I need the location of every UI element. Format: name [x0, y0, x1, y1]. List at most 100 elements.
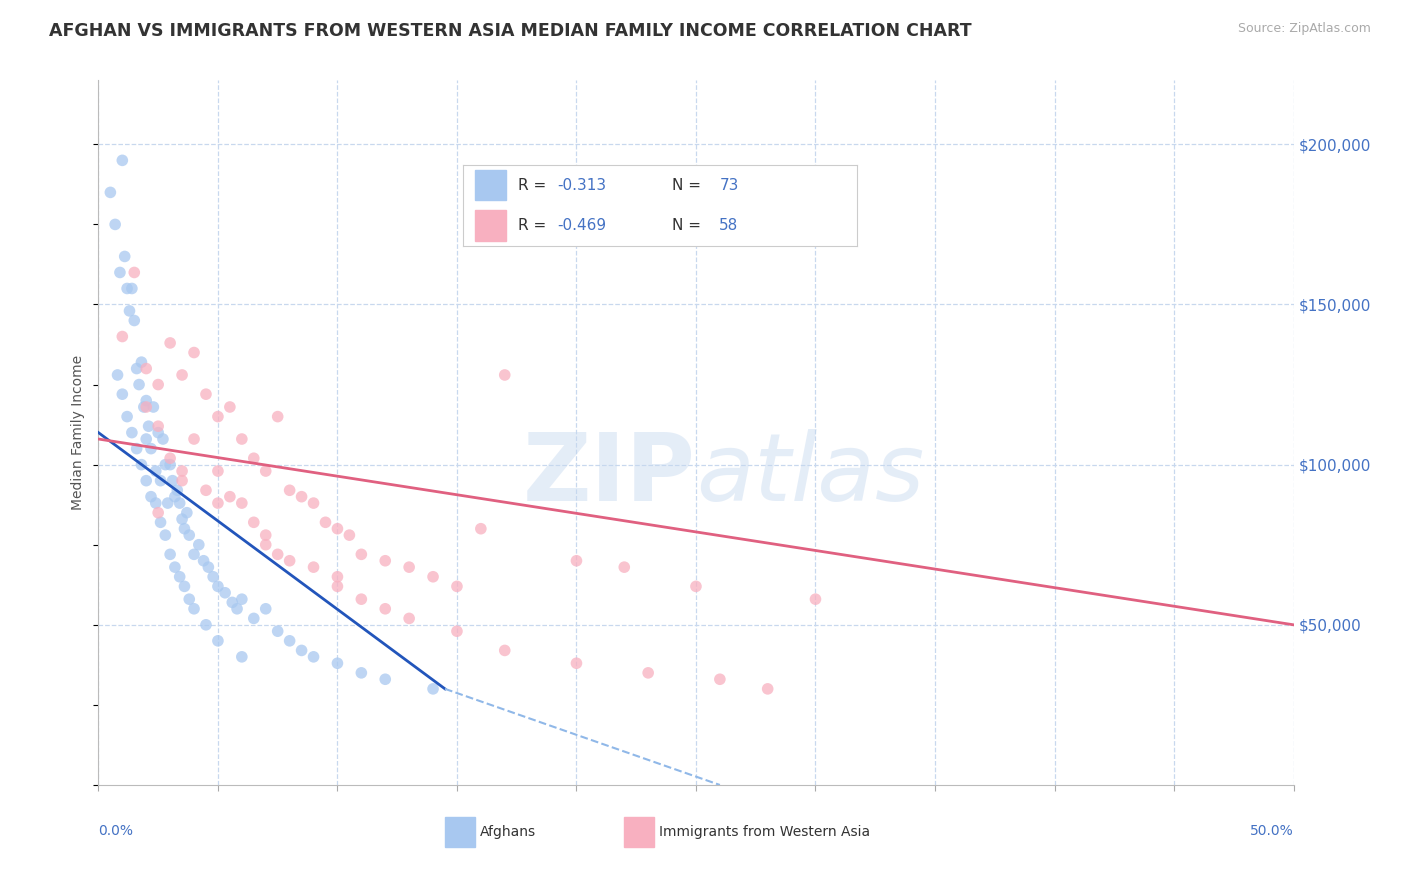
- Point: [135, 393, 157, 408]
- Point: [613, 560, 636, 574]
- Point: [135, 361, 157, 376]
- Point: [398, 611, 420, 625]
- Point: [446, 624, 468, 639]
- Point: [107, 368, 129, 382]
- Point: [326, 579, 349, 593]
- Point: [197, 560, 219, 574]
- Point: [374, 601, 396, 615]
- Point: [214, 586, 236, 600]
- Point: [254, 538, 277, 552]
- Point: [142, 400, 165, 414]
- Point: [131, 355, 153, 369]
- Point: [637, 665, 659, 680]
- Point: [173, 579, 195, 593]
- Point: [125, 361, 148, 376]
- Point: [172, 474, 194, 488]
- Point: [302, 496, 325, 510]
- Point: [207, 464, 229, 478]
- Point: [173, 522, 195, 536]
- Point: [685, 579, 707, 593]
- Point: [219, 400, 242, 414]
- Point: [195, 387, 218, 401]
- Point: [374, 554, 396, 568]
- Text: atlas: atlas: [696, 429, 924, 520]
- Point: [374, 673, 396, 687]
- Point: [118, 304, 141, 318]
- Point: [183, 345, 205, 359]
- Point: [422, 681, 444, 696]
- Point: [135, 432, 157, 446]
- Point: [172, 512, 194, 526]
- Point: [132, 400, 155, 414]
- Text: Afghans: Afghans: [479, 825, 536, 839]
- Point: [124, 313, 146, 327]
- Text: Source: ZipAtlas.com: Source: ZipAtlas.com: [1237, 22, 1371, 36]
- Point: [326, 570, 349, 584]
- Point: [254, 528, 277, 542]
- Point: [159, 335, 181, 350]
- Point: [231, 432, 253, 446]
- Point: [494, 643, 516, 657]
- Point: [350, 592, 373, 607]
- Point: [179, 528, 201, 542]
- Point: [159, 547, 181, 561]
- Text: ZIP: ZIP: [523, 429, 696, 521]
- Text: 50.0%: 50.0%: [1250, 823, 1294, 838]
- Point: [207, 579, 229, 593]
- Point: [159, 451, 181, 466]
- Point: [148, 419, 170, 434]
- Point: [267, 547, 290, 561]
- FancyBboxPatch shape: [446, 817, 475, 847]
- Point: [756, 681, 779, 696]
- Point: [470, 522, 492, 536]
- Point: [111, 153, 134, 168]
- Point: [219, 490, 242, 504]
- Point: [155, 528, 177, 542]
- Point: [709, 673, 731, 687]
- Point: [115, 409, 138, 424]
- Point: [231, 649, 253, 664]
- Point: [139, 490, 162, 504]
- Point: [422, 570, 444, 584]
- Point: [111, 329, 134, 343]
- Point: [254, 601, 277, 615]
- Point: [350, 665, 373, 680]
- Text: Immigrants from Western Asia: Immigrants from Western Asia: [659, 825, 870, 839]
- Point: [243, 516, 266, 530]
- Point: [115, 281, 138, 295]
- Point: [243, 611, 266, 625]
- Point: [302, 560, 325, 574]
- Point: [187, 538, 209, 552]
- Point: [156, 496, 179, 510]
- Point: [804, 592, 827, 607]
- Point: [179, 592, 201, 607]
- Point: [172, 464, 194, 478]
- Point: [176, 506, 198, 520]
- Point: [148, 506, 170, 520]
- Point: [195, 617, 218, 632]
- Point: [148, 377, 170, 392]
- Point: [104, 218, 127, 232]
- Point: [98, 186, 122, 200]
- Point: [565, 554, 588, 568]
- Point: [326, 657, 349, 671]
- Point: [163, 560, 186, 574]
- Point: [446, 579, 468, 593]
- Point: [221, 595, 243, 609]
- Point: [131, 458, 153, 472]
- Point: [278, 483, 301, 498]
- Point: [139, 442, 162, 456]
- Point: [278, 633, 301, 648]
- Point: [183, 432, 205, 446]
- Point: [202, 570, 225, 584]
- Point: [159, 458, 181, 472]
- Point: [114, 250, 136, 264]
- Point: [111, 387, 134, 401]
- FancyBboxPatch shape: [624, 817, 654, 847]
- Point: [231, 496, 253, 510]
- Point: [278, 554, 301, 568]
- Point: [138, 419, 160, 434]
- Point: [169, 570, 191, 584]
- Point: [163, 490, 186, 504]
- Point: [195, 483, 218, 498]
